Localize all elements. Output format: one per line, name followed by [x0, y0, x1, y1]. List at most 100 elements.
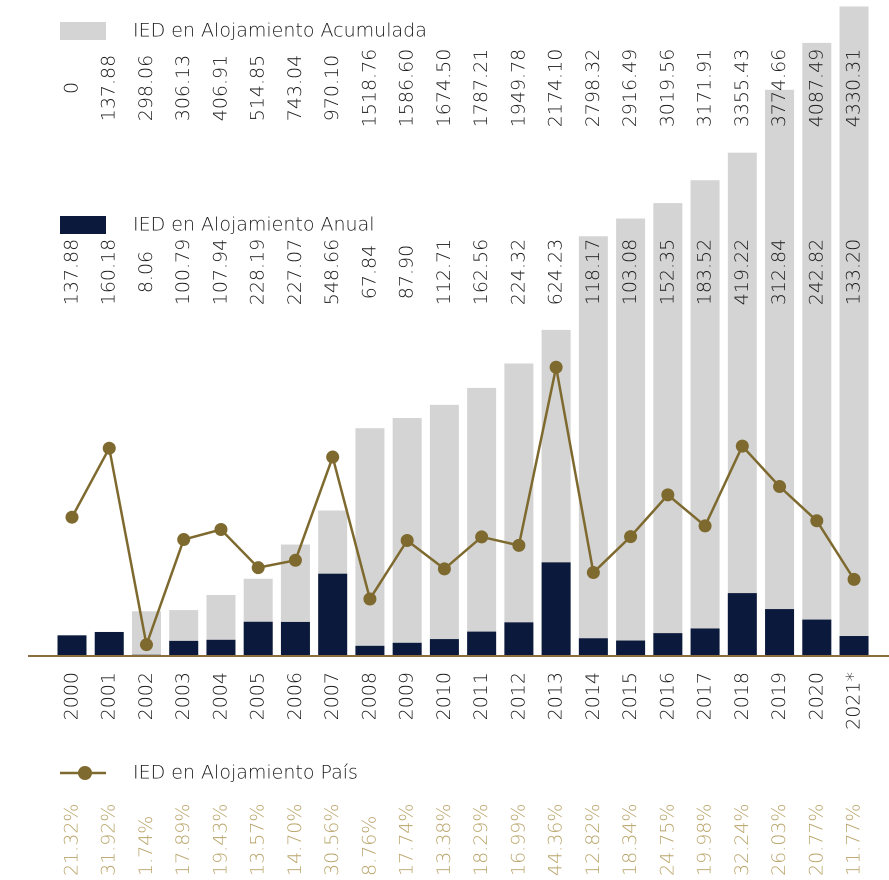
- line-point: [288, 553, 302, 567]
- line-point: [214, 523, 228, 537]
- x-tick-label: 2009: [396, 672, 418, 720]
- x-tick-label: 2021*: [843, 672, 865, 730]
- bar: [169, 640, 199, 656]
- value-label: 8.06: [135, 251, 157, 293]
- line-point: [363, 592, 377, 606]
- x-tick-label: 2018: [731, 672, 753, 720]
- x-tick-label: 2003: [172, 672, 194, 720]
- x-tick-label: 2005: [247, 672, 269, 720]
- bar: [578, 236, 608, 656]
- line-point: [847, 572, 861, 586]
- bar: [765, 609, 795, 656]
- value-label: 970.10: [321, 55, 343, 121]
- bar: [206, 639, 236, 656]
- bar: [318, 573, 348, 656]
- bar: [690, 628, 720, 656]
- value-label: 137.88: [61, 239, 83, 305]
- x-tick-label: 2016: [656, 672, 678, 720]
- value-label: 224.32: [507, 239, 529, 305]
- value-label: 21.32%: [61, 804, 83, 876]
- value-label: 30.56%: [321, 804, 343, 876]
- value-label: 2916.49: [619, 49, 641, 128]
- line-point: [437, 562, 451, 576]
- line-point: [177, 533, 191, 547]
- line-point: [810, 514, 824, 528]
- line-point: [624, 530, 638, 544]
- value-label: 743.04: [284, 55, 306, 121]
- value-label: 17.89%: [172, 804, 194, 876]
- line-point: [251, 561, 265, 575]
- bar: [504, 363, 534, 656]
- value-label: 406.91: [209, 55, 231, 121]
- value-label: 137.88: [98, 55, 120, 121]
- bar: [392, 642, 422, 656]
- value-label: 13.57%: [247, 804, 269, 876]
- bar: [802, 619, 832, 656]
- legend-label: IED en Alojamiento Anual: [133, 214, 375, 236]
- value-label: 514.85: [247, 55, 269, 121]
- bar: [94, 631, 124, 656]
- value-label: 1787.21: [470, 49, 492, 128]
- value-label: 13.38%: [433, 804, 455, 876]
- value-label: 19.98%: [694, 804, 716, 876]
- x-tick-label: 2020: [805, 672, 827, 720]
- line-point: [512, 538, 526, 552]
- bar: [467, 387, 497, 656]
- value-label: 26.03%: [768, 804, 790, 876]
- x-tick-label: 2006: [284, 672, 306, 720]
- value-label: 100.79: [172, 239, 194, 305]
- value-label: 2798.32: [582, 49, 604, 128]
- x-tick-label: 2004: [209, 672, 231, 720]
- bar: [355, 645, 385, 656]
- value-label: 31.92%: [98, 804, 120, 876]
- line-point: [400, 534, 414, 548]
- x-tick-label: 2011: [470, 672, 492, 720]
- value-label: 44.36%: [545, 804, 567, 876]
- bar: [578, 638, 608, 656]
- value-label: 20.77%: [805, 804, 827, 876]
- x-tick-label: 2007: [321, 672, 343, 720]
- value-label: 0: [61, 82, 83, 94]
- bar: [429, 639, 459, 656]
- legend-swatch: [78, 766, 92, 780]
- x-tick-label: 2013: [545, 672, 567, 720]
- value-label: 19.43%: [209, 804, 231, 876]
- value-label: 3171.91: [694, 49, 716, 128]
- value-label: 87.90: [396, 245, 418, 299]
- line-point: [698, 519, 712, 533]
- value-label: 1586.60: [396, 49, 418, 128]
- bar: [429, 404, 459, 656]
- bar: [541, 562, 571, 656]
- x-tick-label: 2012: [507, 672, 529, 720]
- bar: [280, 621, 310, 656]
- line-point: [773, 480, 787, 494]
- bar: [243, 621, 273, 656]
- value-label: 3355.43: [731, 49, 753, 128]
- value-label: 4087.49: [805, 49, 827, 128]
- value-label: 548.66: [321, 239, 343, 305]
- value-label: 2174.10: [545, 49, 567, 128]
- value-label: 419.22: [731, 239, 753, 305]
- bar: [727, 593, 757, 656]
- bar: [616, 640, 646, 656]
- x-tick-label: 2001: [98, 672, 120, 720]
- value-label: 1.74%: [135, 816, 157, 876]
- value-label: 152.35: [656, 239, 678, 305]
- value-label: 227.07: [284, 239, 306, 305]
- line-point: [326, 450, 340, 464]
- line-point: [661, 488, 675, 502]
- value-label: 228.19: [247, 239, 269, 305]
- legend-label: IED en Alojamiento País: [133, 762, 358, 784]
- line-point: [102, 441, 116, 455]
- line-point: [139, 638, 153, 652]
- bar: [653, 203, 683, 657]
- line-point: [586, 566, 600, 580]
- bar: [653, 633, 683, 656]
- value-label: 11.77%: [843, 804, 865, 876]
- value-label: 24.75%: [656, 804, 678, 876]
- bar: [802, 42, 832, 656]
- value-label: 18.34%: [619, 804, 641, 876]
- value-label: 8.76%: [358, 816, 380, 876]
- legend-swatch: [60, 216, 106, 234]
- value-label: 306.13: [172, 55, 194, 121]
